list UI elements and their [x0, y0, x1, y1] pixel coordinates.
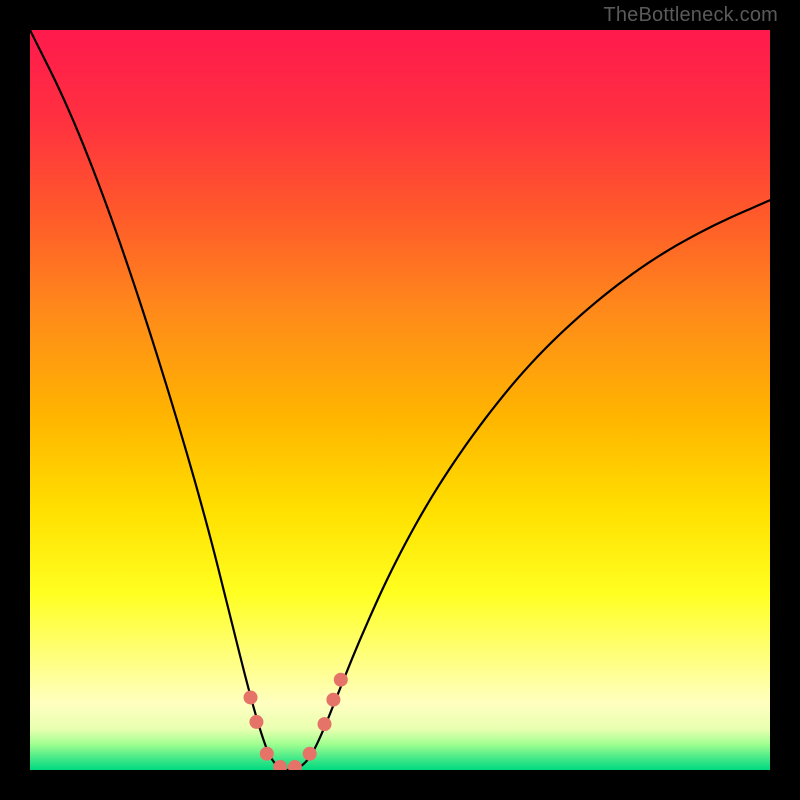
marker-group	[244, 673, 348, 770]
marker-dot	[288, 760, 302, 770]
marker-dot	[334, 673, 348, 687]
marker-dot	[318, 717, 332, 731]
plot-area	[30, 30, 770, 770]
marker-dot	[260, 747, 274, 761]
marker-dot	[326, 693, 340, 707]
marker-dot	[303, 747, 317, 761]
watermark-text: TheBottleneck.com	[603, 4, 778, 27]
marker-dot	[249, 715, 263, 729]
marker-dot	[244, 690, 258, 704]
marker-dot	[273, 760, 287, 770]
bottleneck-curve	[30, 30, 770, 770]
curve-svg	[30, 30, 770, 770]
